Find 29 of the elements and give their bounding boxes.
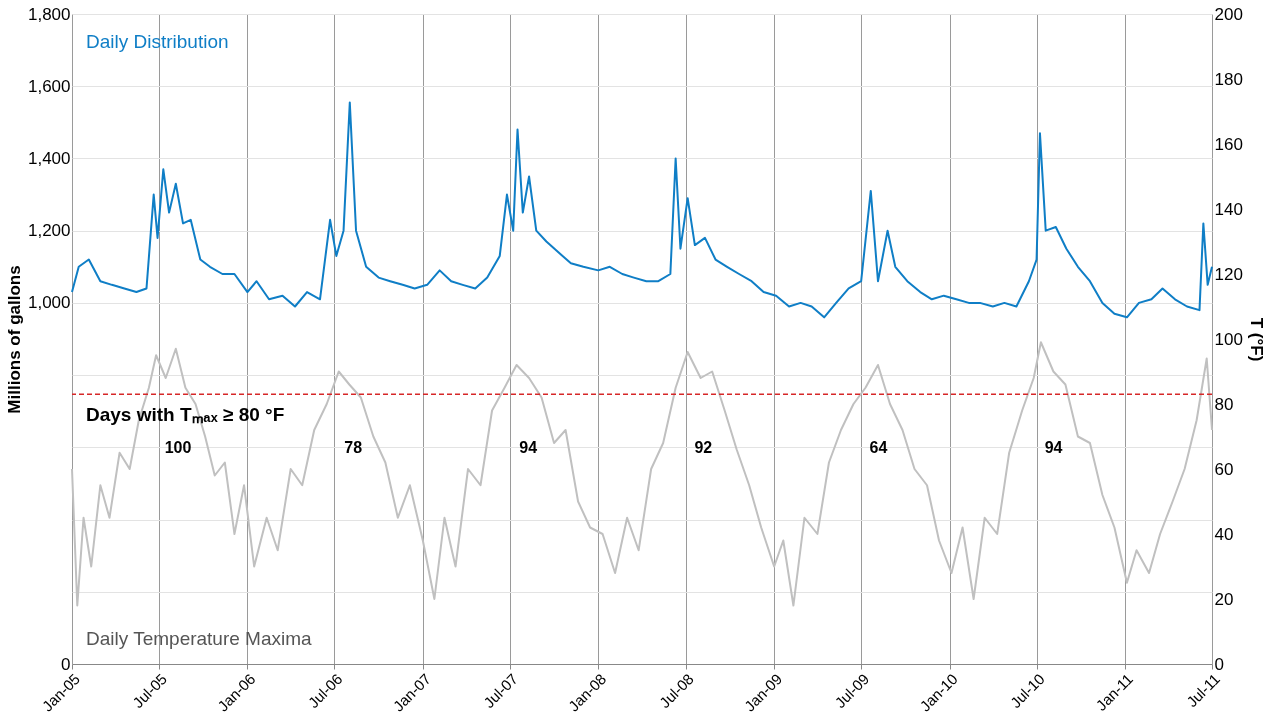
y-tick-label: 1,400 (27, 148, 71, 168)
y-tick-label: 0 (61, 654, 71, 674)
y2-tick-label: 20 (1214, 589, 1234, 609)
y-tick-label: 1,600 (27, 76, 71, 96)
y2-tick-label: 120 (1214, 264, 1243, 284)
y2-tick-label: 200 (1214, 4, 1243, 24)
y2-tick-label: 100 (1214, 329, 1243, 349)
annotation: 64 (869, 439, 888, 456)
annotation: 94 (1044, 439, 1063, 456)
y-tick-label: 1,000 (27, 293, 71, 313)
y2-tick-label: 140 (1214, 199, 1243, 219)
y2-tick-label: 0 (1214, 654, 1224, 674)
y2-axis-title: T (°F) (1246, 317, 1266, 362)
text: Daily Distribution (86, 31, 229, 52)
y-tick-label: 1,200 (27, 221, 71, 241)
annotation: 78 (344, 439, 363, 456)
line-series (71, 101, 1213, 319)
y2-tick-label: 60 (1214, 459, 1234, 479)
y2-tick-label: 160 (1214, 134, 1243, 154)
annotation: 100 (164, 439, 192, 456)
line-series (71, 341, 1213, 607)
annotation: 92 (694, 439, 713, 456)
ref-line-label: Days with Tₘₐₓ ≥ 80 °F (86, 404, 285, 426)
y2-tick-label: 80 (1214, 394, 1234, 414)
y2-tick-label: 40 (1214, 524, 1234, 544)
annotation: 94 (519, 439, 538, 456)
y2-tick-label: 180 (1214, 69, 1243, 89)
y-tick-label: 1,800 (27, 4, 71, 24)
y-axis-title: Millions of gallons (4, 265, 24, 414)
